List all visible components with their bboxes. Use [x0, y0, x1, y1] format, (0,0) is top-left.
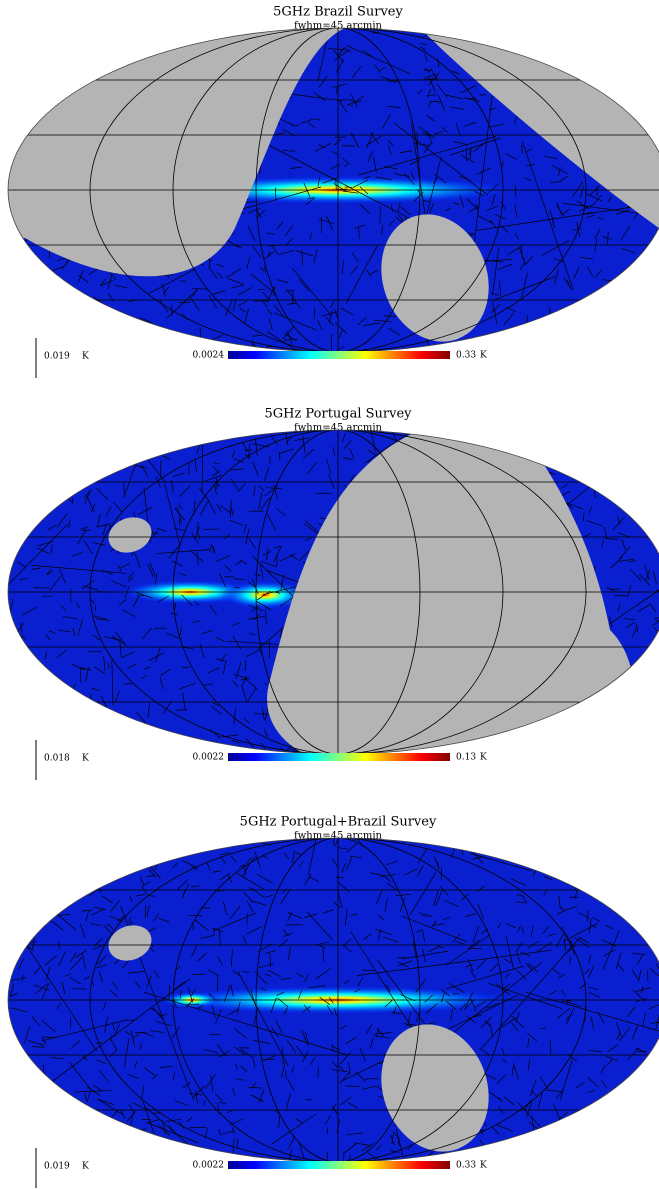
sky-map	[0, 825, 659, 1168]
map-panel: 5GHz Portugal+Brazil Surveyfwhm=45 arcmi…	[0, 815, 659, 1189]
colorbar-unit: K	[480, 351, 487, 361]
scale-label: 0.019	[44, 1162, 70, 1172]
sky-map	[0, 423, 659, 765]
scale-label: 0.019	[44, 352, 70, 362]
colorbar-min: 0.0024	[193, 351, 225, 361]
scale-unit: K	[82, 1162, 89, 1172]
colorbar	[228, 753, 450, 761]
scale-label: 0.018	[44, 754, 70, 764]
colorbar-min: 0.0022	[193, 753, 225, 763]
map-panel: 5GHz Portugal Surveyfwhm=45 arcmin0.018K…	[0, 407, 659, 781]
colorbar-unit: K	[480, 1161, 487, 1171]
sky-map	[0, 27, 659, 358]
map-title: 5GHz Portugal Survey	[264, 407, 412, 422]
figure: 5GHz Brazil Surveyfwhm=45 arcmin0.019K0.…	[0, 0, 659, 1189]
colorbar-max: 0.33	[456, 1161, 476, 1171]
scale-unit: K	[82, 754, 89, 764]
colorbar-min: 0.0022	[193, 1161, 225, 1171]
map-title: 5GHz Portugal+Brazil Survey	[240, 815, 437, 830]
colorbar-max: 0.13	[456, 753, 476, 763]
colorbar	[228, 1161, 450, 1169]
map-title: 5GHz Brazil Survey	[273, 5, 403, 20]
map-panel: 5GHz Brazil Surveyfwhm=45 arcmin0.019K0.…	[0, 5, 659, 379]
colorbar	[228, 351, 450, 359]
colorbar-max: 0.33	[456, 351, 476, 361]
scale-unit: K	[82, 352, 89, 362]
colorbar-unit: K	[480, 753, 487, 763]
